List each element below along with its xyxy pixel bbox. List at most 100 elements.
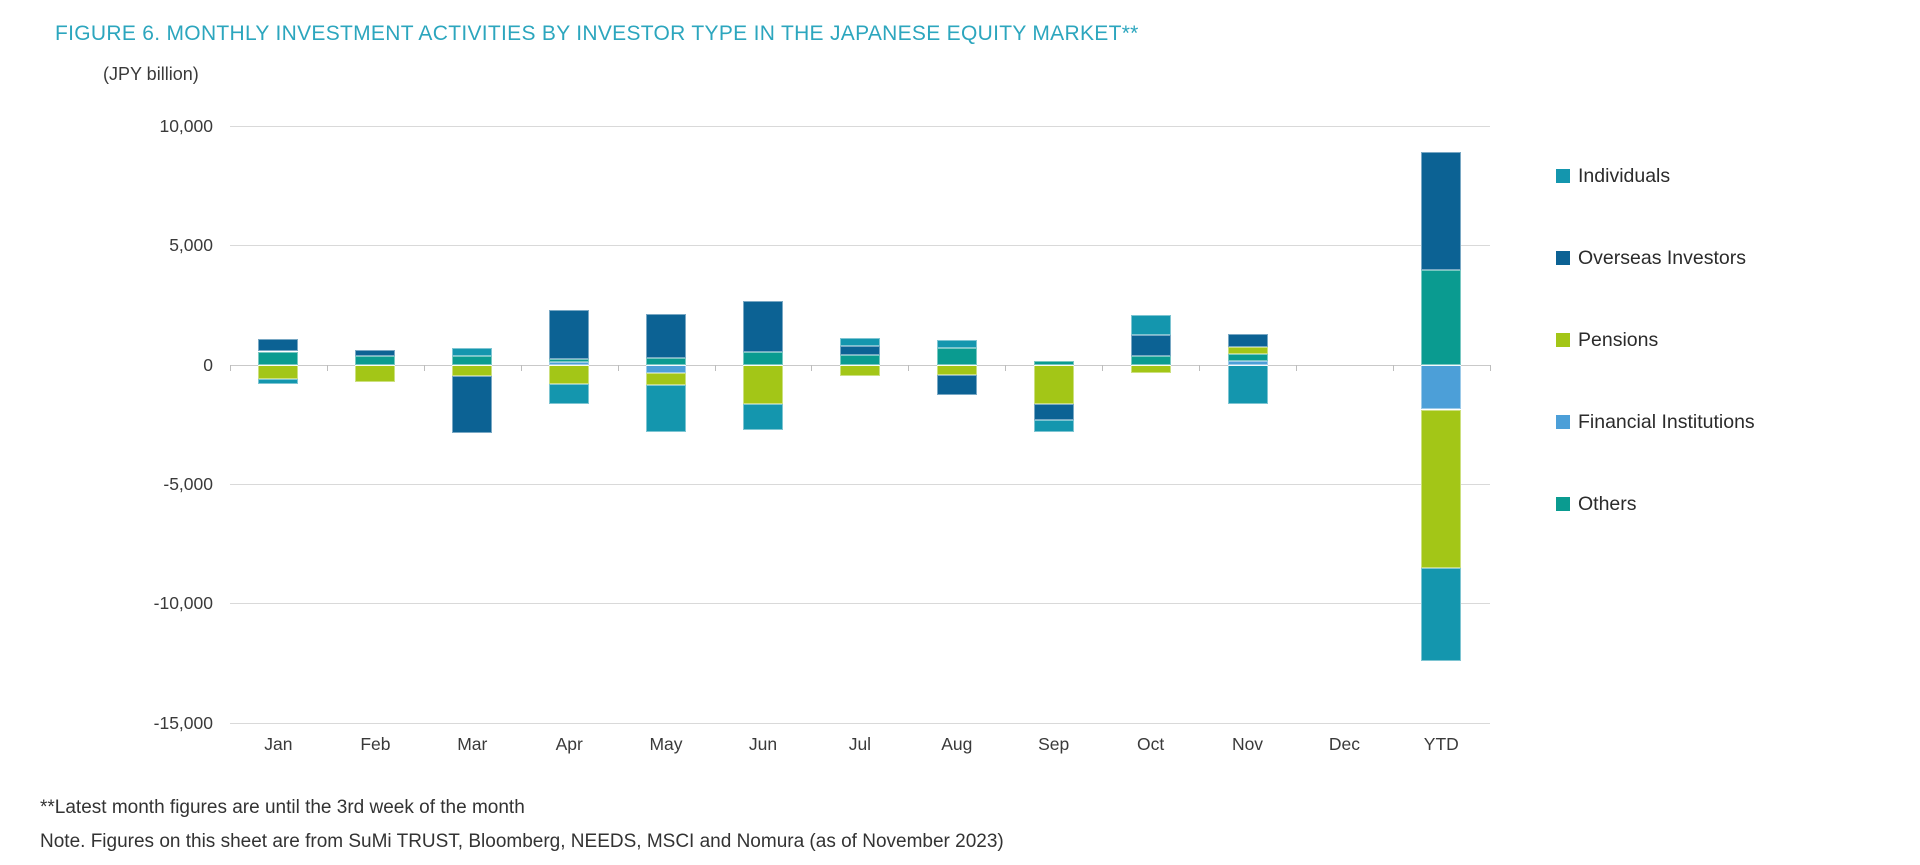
bar-segment xyxy=(1421,409,1462,569)
bar-segment xyxy=(1421,270,1462,365)
zero-hairline xyxy=(1130,364,1171,366)
bar-segment xyxy=(258,364,299,379)
bar-segment xyxy=(936,375,977,396)
zero-axis-tick xyxy=(326,364,328,371)
gridline xyxy=(230,603,1490,605)
bar-segment xyxy=(355,350,396,357)
zero-hairline xyxy=(452,364,493,366)
x-tick-label: Sep xyxy=(1038,734,1070,754)
zero-hairline xyxy=(1033,364,1074,366)
legend-label: Individuals xyxy=(1578,164,1671,187)
bar-segment xyxy=(646,373,686,386)
bar-segment xyxy=(258,351,299,365)
bar-segment xyxy=(1130,315,1171,336)
gridline xyxy=(230,245,1490,247)
bar-segment xyxy=(452,347,493,356)
bar-segment xyxy=(549,364,590,385)
bar-segment xyxy=(839,354,880,365)
zero-hairline xyxy=(839,364,880,366)
zero-axis-tick xyxy=(1005,364,1007,371)
zero-axis-tick xyxy=(908,364,910,371)
bar-segment xyxy=(355,364,396,383)
bar-segment xyxy=(452,355,493,365)
legend-label: Financial Institutions xyxy=(1578,410,1755,433)
bar-segment xyxy=(936,364,977,376)
x-tick-label: Jul xyxy=(848,734,872,754)
x-tick-label: Jan xyxy=(264,734,293,754)
x-tick-label: Oct xyxy=(1136,734,1165,754)
zero-axis-tick xyxy=(423,364,425,371)
bar-segment xyxy=(258,339,299,352)
bar-segment xyxy=(258,378,299,385)
y-tick-label: 0 xyxy=(203,354,213,375)
x-tick-label: Aug xyxy=(941,734,973,754)
legend-swatch-overseas-investors-icon xyxy=(1556,251,1570,265)
chart-title: FIGURE 6. MONTHLY INVESTMENT ACTIVITIES … xyxy=(55,22,1139,45)
bar-segment xyxy=(549,384,590,405)
x-tick-label: Feb xyxy=(360,734,391,754)
zero-hairline xyxy=(646,364,686,366)
bar-segment xyxy=(1227,361,1268,365)
zero-axis-tick xyxy=(520,364,522,371)
bar-segment xyxy=(1421,364,1462,410)
x-tick-label: May xyxy=(649,734,683,754)
bar-segment xyxy=(452,364,493,376)
bar-segment xyxy=(743,300,783,352)
x-tick-label: Dec xyxy=(1328,734,1360,754)
bar-segment xyxy=(1033,364,1074,404)
bar-segment xyxy=(549,362,590,365)
y-axis-unit-label: (JPY billion) xyxy=(103,64,199,84)
footnote-latest-month: **Latest month figures are until the 3rd… xyxy=(40,797,525,818)
legend-item-pensions: Pensions xyxy=(1556,326,1755,354)
footnote-sources: Note. Figures on this sheet are from SuM… xyxy=(40,831,1004,852)
gridline xyxy=(230,126,1490,127)
bar-segment xyxy=(646,385,686,433)
bar-segment xyxy=(549,309,590,359)
x-tick-label: Apr xyxy=(555,734,583,754)
bar-segment xyxy=(646,364,686,374)
legend-item-overseas-investors: Overseas Investors xyxy=(1556,244,1755,272)
x-tick-label: YTD xyxy=(1423,734,1459,754)
bar-segment xyxy=(743,364,783,404)
bar-segment xyxy=(355,356,396,365)
legend-swatch-financial-institutions-icon xyxy=(1556,415,1570,429)
bar-segment xyxy=(1227,347,1268,355)
bar-segment xyxy=(646,358,686,365)
legend-item-others: Others xyxy=(1556,490,1755,518)
legend-swatch-others-icon xyxy=(1556,497,1570,511)
bar-segment xyxy=(1421,568,1462,662)
legend-swatch-pensions-icon xyxy=(1556,333,1570,347)
bar-segment xyxy=(839,364,880,376)
y-tick-label: -5,000 xyxy=(163,473,213,494)
zero-hairline xyxy=(258,364,299,366)
bar-segment xyxy=(1033,361,1074,365)
zero-axis-tick xyxy=(1199,364,1200,371)
bar-segment xyxy=(646,314,686,359)
bar-segment xyxy=(1227,354,1268,361)
zero-axis-tick xyxy=(230,364,231,371)
bar-segment xyxy=(1421,151,1462,271)
bar-segment xyxy=(743,352,783,365)
zero-hairline xyxy=(936,364,977,366)
zero-hairline xyxy=(1227,364,1268,366)
legend-label: Others xyxy=(1578,492,1637,515)
bar-segment xyxy=(839,346,880,355)
bar-segment xyxy=(1033,403,1074,421)
legend-swatch-individuals-icon xyxy=(1556,169,1570,183)
bar-segment xyxy=(1130,335,1171,357)
bar-segment xyxy=(743,403,783,430)
zero-axis-tick xyxy=(1102,364,1104,371)
bar-segment xyxy=(1130,356,1171,365)
chart-legend: Individuals Overseas Investors Pensions … xyxy=(1556,162,1755,572)
y-tick-label: -15,000 xyxy=(153,712,213,733)
x-tick-label: Nov xyxy=(1231,734,1264,754)
gridline xyxy=(230,483,1490,485)
zero-axis-tick xyxy=(1489,364,1491,371)
bar-segment xyxy=(1130,364,1171,373)
zero-axis-tick xyxy=(811,364,813,371)
bar-segment xyxy=(839,337,880,346)
bar-segment xyxy=(936,339,977,348)
bar-segment xyxy=(1033,420,1074,433)
